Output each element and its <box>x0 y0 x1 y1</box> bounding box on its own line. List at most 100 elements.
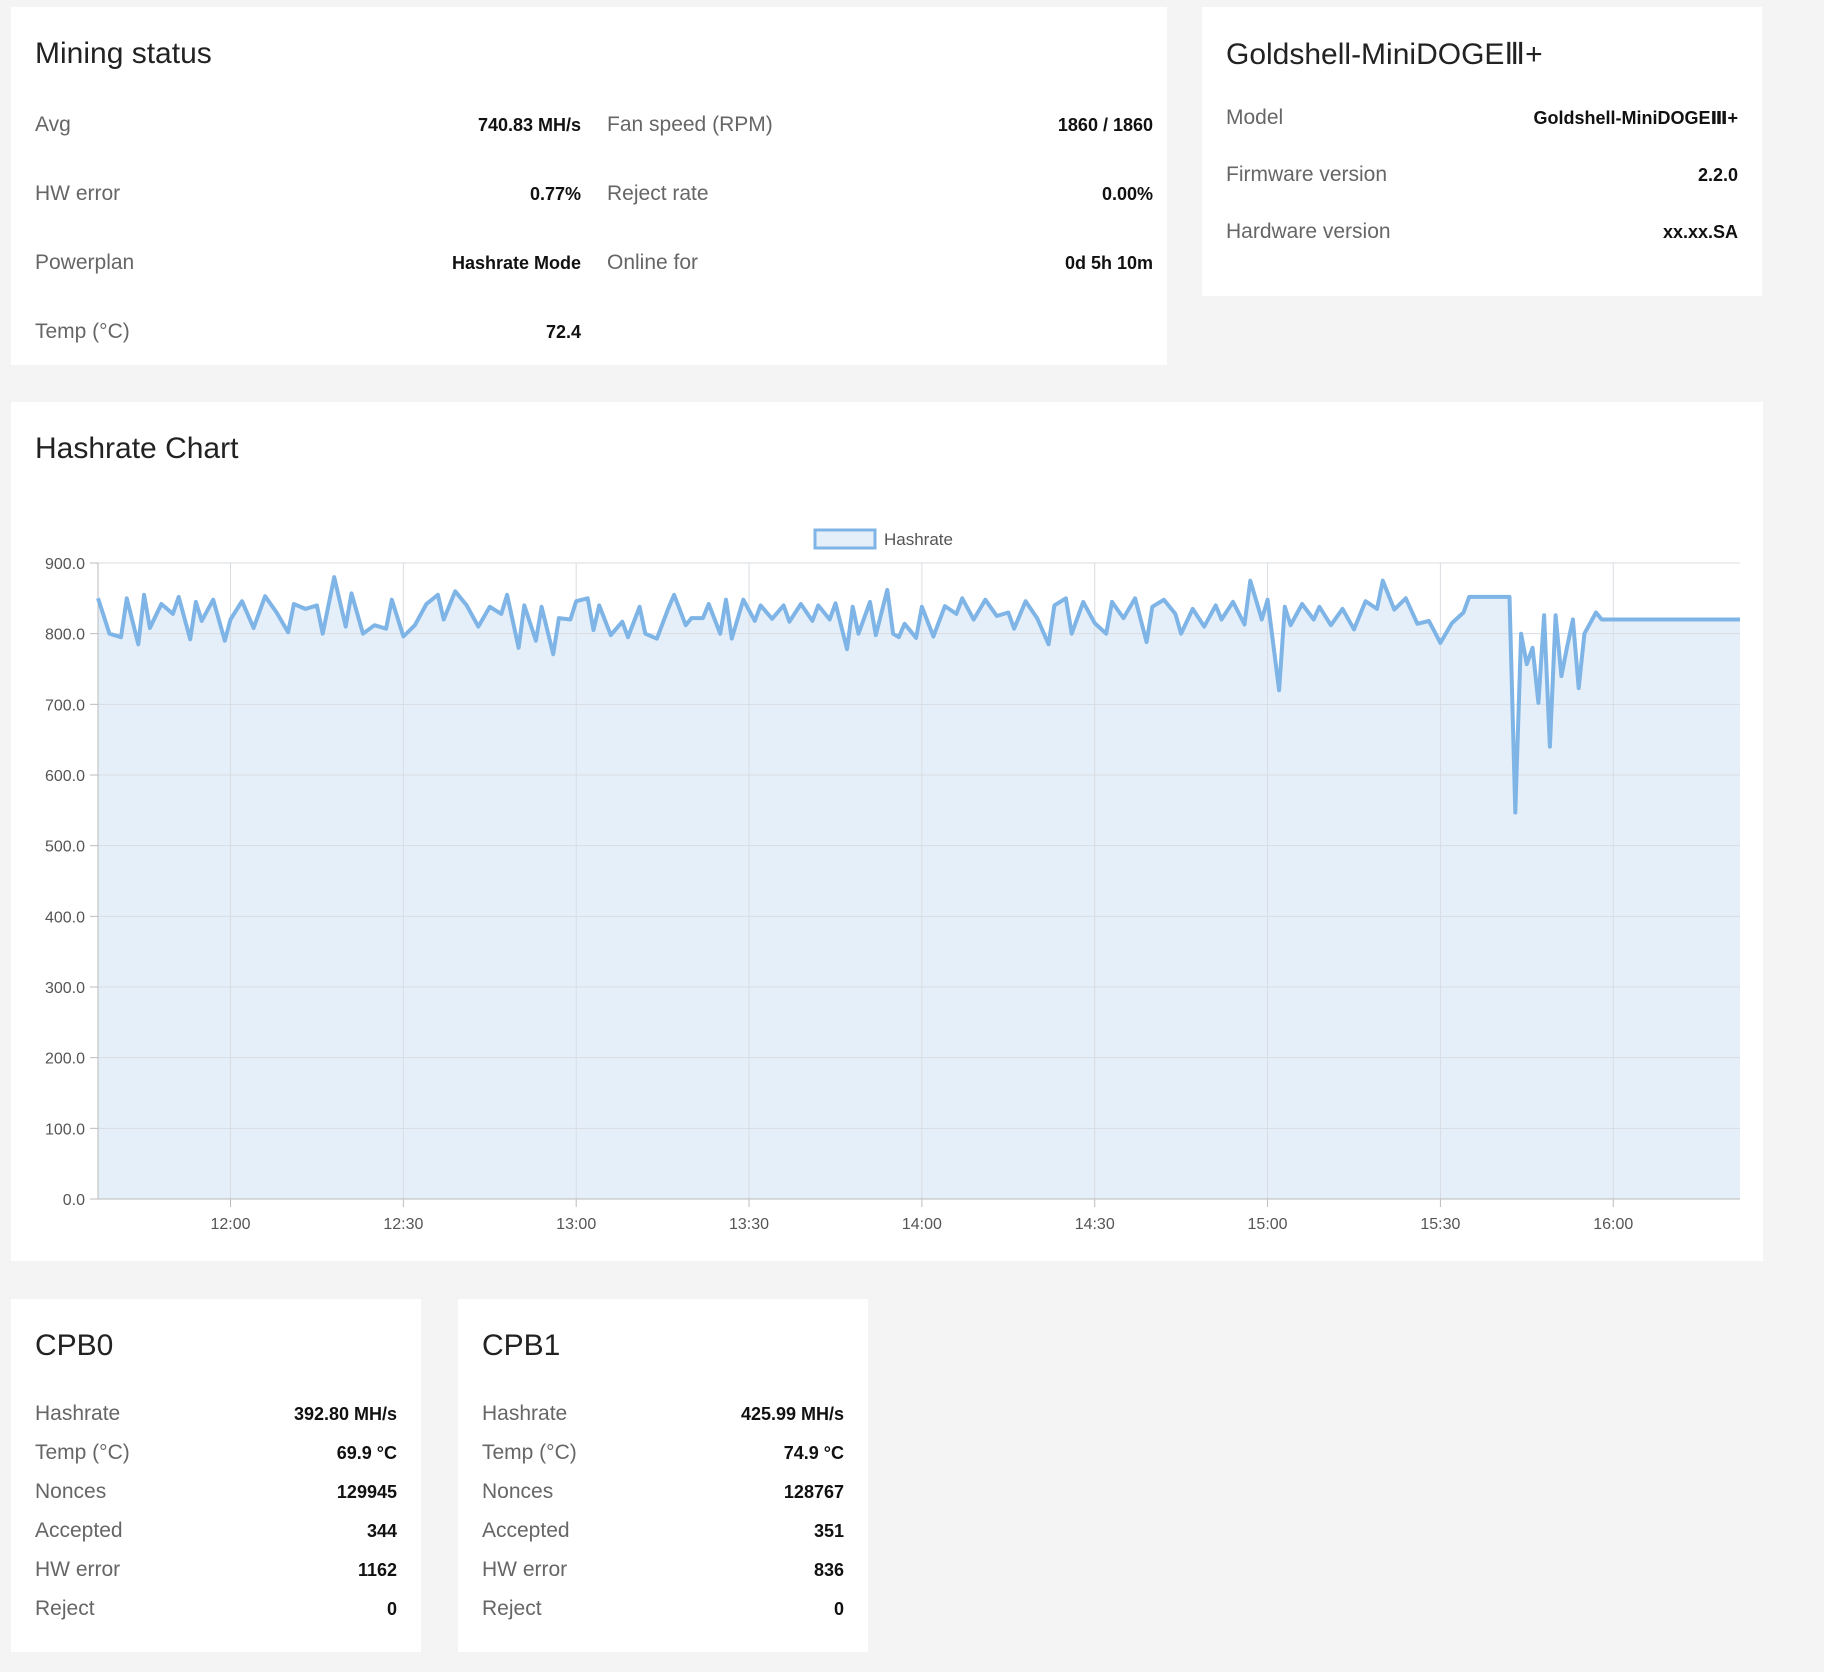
mining-status-left-row-value: 740.83 MH/s <box>477 114 581 135</box>
device-info-row-value: xx.xx.SA <box>1662 221 1738 242</box>
cpb1-row: Nonces 128767 <box>482 1477 844 1507</box>
cpb0-row: Nonces 129945 <box>35 1477 397 1507</box>
y-tick-label: 400.0 <box>45 909 85 926</box>
device-info-row-label: Hardware version <box>1226 220 1391 243</box>
hashrate-chart-card: Hashrate Chart 0.0 100.0 200.0 300.0 400.0 50… <box>11 402 1763 1261</box>
mining-status-right-row-label: Reject rate <box>607 182 709 205</box>
y-tick-label: 0.0 <box>63 1192 85 1209</box>
legend-label: Hashrate <box>884 530 953 549</box>
cpb0-row-label: Hashrate <box>35 1402 121 1425</box>
cpb1-row-value: 836 <box>813 1559 844 1580</box>
y-tick-label: 600.0 <box>45 768 85 785</box>
x-tick-label: 16:00 <box>1593 1216 1633 1233</box>
cpb0-row-label: Temp (°C) <box>35 1441 130 1464</box>
cpb0-row: HW error 1162 <box>35 1555 397 1585</box>
cpb1-row-value: 0 <box>833 1598 844 1619</box>
device-info-card: Goldshell-MiniDOGEⅢ+ Model Goldshell-Mini… <box>1202 7 1762 296</box>
cpb0-row: Temp (°C) 69.9 °C <box>35 1438 397 1468</box>
mining-status-right-row-label: Online for <box>607 251 699 274</box>
cpb1-row-value: 351 <box>813 1520 844 1541</box>
y-tick-label: 700.0 <box>45 697 85 714</box>
mining-status-left-row: Powerplan Hashrate Mode <box>35 248 581 278</box>
cpb1-row-label: Nonces <box>482 1480 554 1503</box>
cpb1-row: Accepted 351 <box>482 1516 844 1546</box>
mining-status-right-row-value: 0.00% <box>1101 183 1153 204</box>
mining-status-left-row-value: 0.77% <box>529 183 581 204</box>
x-tick-label: 15:30 <box>1420 1216 1460 1233</box>
cpb0-row-value: 344 <box>366 1520 397 1541</box>
mining-status-title: Mining status <box>35 37 212 70</box>
hashrate-line <box>96 575 1740 815</box>
cpb1-row: Temp (°C) 74.9 °C <box>482 1438 844 1468</box>
mining-status-left-row: Temp (°C) 72.4 <box>35 317 581 347</box>
mining-status-right-row-value: 0d 5h 10m <box>1064 252 1153 273</box>
mining-status-right-row-label: Fan speed (RPM) <box>607 113 773 136</box>
cpb1-row: Reject 0 <box>482 1594 844 1624</box>
cpb0-row-label: Nonces <box>35 1480 107 1503</box>
cpb0-row: Reject 0 <box>35 1594 397 1624</box>
mining-status-left-row: Avg 740.83 MH/s <box>35 110 581 140</box>
x-tick-label: 13:00 <box>556 1216 596 1233</box>
cpb0-row-value: 129945 <box>336 1481 397 1502</box>
mining-status-right-row: Reject rate 0.00% <box>607 179 1153 209</box>
device-title: Goldshell-MiniDOGEⅢ+ <box>1226 38 1543 71</box>
mining-status-right-row: Online for 0d 5h 10m <box>607 248 1153 278</box>
cpb1-row: Hashrate 425.99 MH/s <box>482 1399 844 1429</box>
x-tick-label: 14:00 <box>902 1216 942 1233</box>
mining-status-left-row-value: Hashrate Mode <box>451 252 581 273</box>
y-tick-label: 200.0 <box>45 1051 85 1068</box>
mining-status-left-row-value: 72.4 <box>545 321 581 342</box>
device-info-row: Hardware version xx.xx.SA <box>1226 217 1738 247</box>
mining-status-left-row: HW error 0.77% <box>35 179 581 209</box>
mining-status-left-row-label: Powerplan <box>35 251 135 274</box>
cpb0-card: CPB0 Hashrate 392.80 MH/s Temp (°C) 69.9 °C… <box>11 1299 421 1652</box>
mining-status-left-row-label: Avg <box>35 113 71 136</box>
y-tick-label: 800.0 <box>45 627 85 644</box>
cpb0-row-value: 1162 <box>357 1559 397 1580</box>
cpb1-row: HW error 836 <box>482 1555 844 1585</box>
cpb0-row: Accepted 344 <box>35 1516 397 1546</box>
device-info-row-value: 2.2.0 <box>1697 164 1738 185</box>
x-tick-label: 13:30 <box>729 1216 769 1233</box>
mining-status-left-row-label: HW error <box>35 182 121 205</box>
cpb1-row-label: HW error <box>482 1558 568 1581</box>
cpb1-row-label: Temp (°C) <box>482 1441 577 1464</box>
cpb1-row-label: Accepted <box>482 1519 570 1542</box>
x-tick-label: 14:30 <box>1075 1216 1115 1233</box>
device-info-row-label: Model <box>1226 106 1284 129</box>
y-tick-label: 300.0 <box>45 980 85 997</box>
hashrate-chart-title: Hashrate Chart <box>35 432 239 465</box>
y-tick-label: 100.0 <box>45 1121 85 1138</box>
cpb1-row-value: 128767 <box>783 1481 844 1502</box>
cpb0-row-value: 69.9 °C <box>336 1442 397 1463</box>
mining-status-right-row-value: 1860 / 1860 <box>1057 114 1153 135</box>
cpb1-card: CPB1 Hashrate 425.99 MH/s Temp (°C) 74.9 °C… <box>458 1299 868 1652</box>
hashrate-chart: 0.0 100.0 200.0 300.0 400.0 500.0 600.0 700.0 80… <box>45 528 1740 1233</box>
cpb1-row-label: Reject <box>482 1597 542 1620</box>
cpb1-row-value: 74.9 °C <box>783 1442 844 1463</box>
mining-status-right-row: Fan speed (RPM) 1860 / 1860 <box>607 110 1153 140</box>
cpb0-row-label: Reject <box>35 1597 95 1620</box>
cpb0-row-value: 392.80 MH/s <box>293 1403 397 1424</box>
cpb0-row-value: 0 <box>386 1598 397 1619</box>
y-tick-label: 500.0 <box>45 839 85 856</box>
cpb0-row-label: Accepted <box>35 1519 123 1542</box>
mining-status-card: Mining status Avg 740.83 MH/s HW error 0.77… <box>11 7 1167 365</box>
x-tick-label: 12:00 <box>210 1216 250 1233</box>
cpb1-row-label: Hashrate <box>482 1402 568 1425</box>
device-info-row-value: Goldshell-MiniDOGEⅢ+ <box>1533 107 1738 128</box>
cpb0-title: CPB0 <box>35 1329 114 1362</box>
mining-status-left-row-label: Temp (°C) <box>35 320 130 343</box>
device-info-row: Firmware version 2.2.0 <box>1226 160 1738 190</box>
x-tick-label: 12:30 <box>383 1216 423 1233</box>
device-info-row: Model Goldshell-MiniDOGEⅢ+ <box>1226 103 1738 133</box>
x-tick-label: 15:00 <box>1248 1216 1288 1233</box>
cpb1-title: CPB1 <box>482 1329 561 1362</box>
cpb1-row-value: 425.99 MH/s <box>740 1403 844 1424</box>
cpb0-row-label: HW error <box>35 1558 121 1581</box>
device-info-row-label: Firmware version <box>1226 163 1388 186</box>
y-tick-label: 900.0 <box>45 556 85 573</box>
hashrate-area <box>98 577 1740 1199</box>
cpb0-row: Hashrate 392.80 MH/s <box>35 1399 397 1429</box>
legend-swatch <box>813 528 877 550</box>
